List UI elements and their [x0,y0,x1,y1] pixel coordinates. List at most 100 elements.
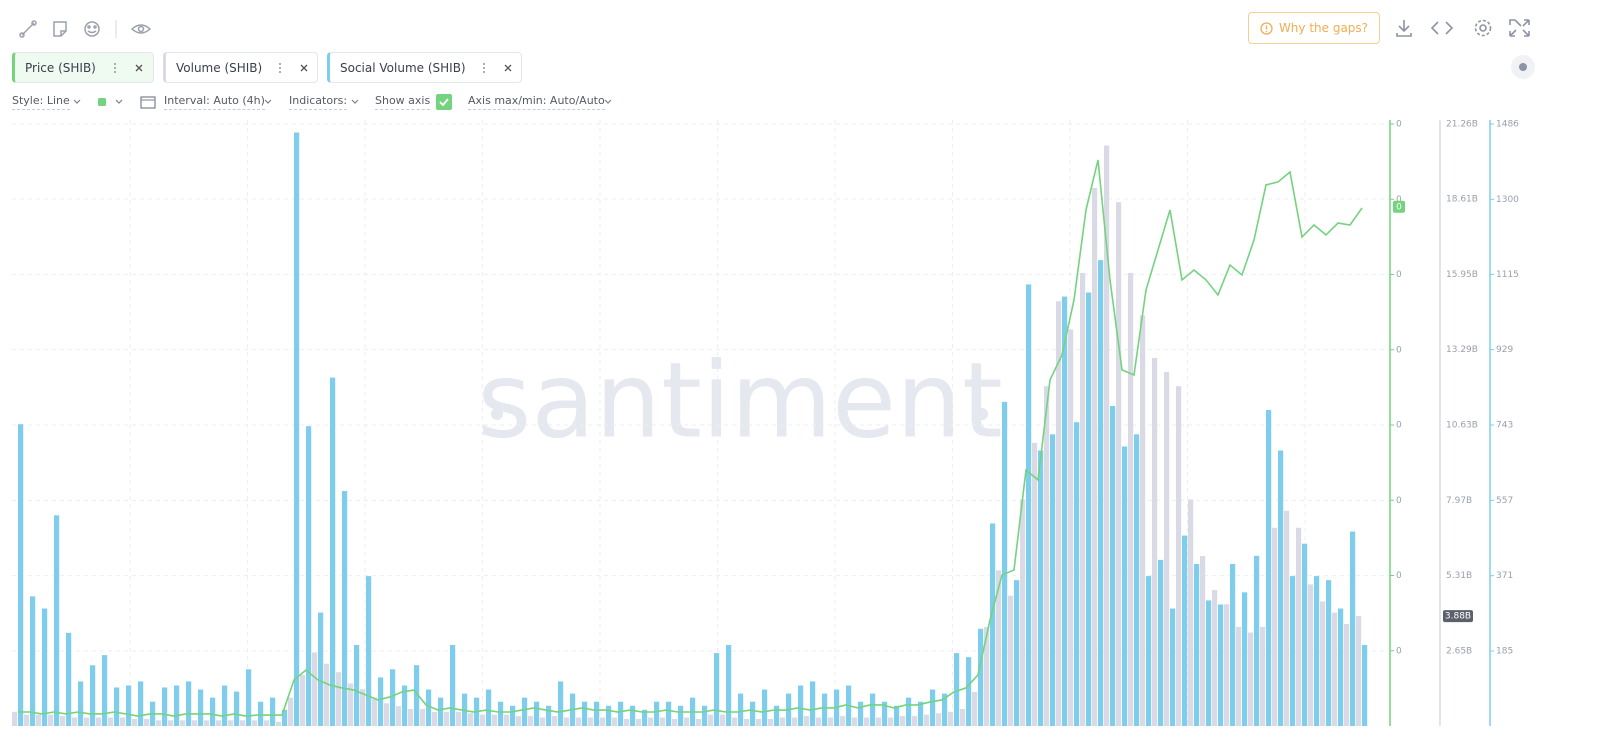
bar [522,697,528,726]
bar [510,705,516,726]
bar [978,628,984,726]
drawing-tools[interactable] [18,18,158,40]
bar [1104,145,1110,726]
y2-tick-label: 18.61B [1446,195,1478,205]
bar [438,697,444,726]
style-dropdown[interactable]: Style: Line [12,94,70,110]
metric-tab[interactable]: Price (SHIB) [12,52,154,83]
bar [1200,556,1206,726]
bar [594,701,600,726]
y3-tick-label: 1115 [1496,270,1519,280]
bar [798,685,804,726]
bar [1338,608,1344,726]
bar [1116,202,1122,726]
bar [384,703,390,726]
y2-tick-label: 5.31B [1446,571,1472,581]
watermark-dot [491,408,503,420]
y-tick-label: 0 [1396,646,1402,656]
bar [198,689,204,726]
bar [528,716,534,726]
bar [708,714,714,726]
metric-tab-label: Price (SHIB) [25,60,96,75]
bar [840,716,846,726]
y-tick-label: 0 [1396,270,1402,280]
dropdown-chevrons[interactable] [73,97,133,107]
bar [738,693,744,726]
y-tick-label: 0 [1396,496,1402,506]
tab-controls[interactable] [111,61,151,75]
bar [906,697,912,726]
tab-controls[interactable] [480,61,520,75]
metric-tab[interactable]: Social Volume (SHIB) [327,52,522,83]
bar [1308,584,1314,726]
bar [1242,592,1248,726]
bar [894,705,900,726]
show-axis-toggle[interactable]: Show axis [375,94,431,110]
y-tick-label: 0 [1396,120,1402,130]
y3-tick-label: 743 [1496,421,1513,431]
bar [1128,272,1134,726]
settings-toggle[interactable] [1510,54,1536,80]
bar [96,717,102,726]
bar [114,687,120,726]
bar [276,721,282,726]
y-tick-label: 0 [1396,421,1402,431]
bar [450,644,456,726]
bar [366,576,372,726]
tab-controls[interactable] [276,61,316,75]
bar [54,515,60,726]
bar [768,718,774,726]
dropdown-chevron[interactable] [351,97,361,107]
y2-tick-label: 13.29B [1446,345,1478,355]
bar [1020,499,1026,726]
bar [1326,580,1332,726]
chart-actions[interactable] [1394,17,1536,39]
bar [1176,386,1182,726]
bar [372,697,378,726]
show-axis-checkbox[interactable] [436,94,452,110]
bar [174,685,180,726]
bar [84,717,90,726]
interval-dropdown[interactable]: Interval: Auto (4h) [164,94,265,110]
bar [234,691,240,726]
bar [864,717,870,726]
bar [180,720,186,726]
bar [1086,292,1092,726]
bar [336,672,342,726]
bar [900,716,906,726]
bar [1188,499,1194,726]
bar [72,717,78,726]
bar [1266,410,1272,726]
bar [1140,315,1146,726]
bar [720,714,726,726]
bar [852,717,858,726]
y-tick-label: 0 [1396,345,1402,355]
bar [540,717,546,726]
bar [282,709,288,726]
dropdown-chevron[interactable] [604,97,614,107]
bar [876,717,882,726]
bar [1350,531,1356,726]
bar [1068,329,1074,726]
bar [1032,442,1038,726]
bar [1182,535,1188,726]
dropdown-chevron[interactable] [264,97,274,107]
metric-tab[interactable]: Volume (SHIB) [163,52,318,83]
bar [972,692,978,726]
bar [678,705,684,726]
why-gaps-button[interactable]: Why the gaps? [1248,12,1380,44]
y2-tick-label: 15.95B [1446,270,1478,280]
bar [1260,626,1266,726]
bar [1278,450,1284,726]
axis-range-dropdown[interactable]: Axis max/min: Auto/Auto [468,94,605,110]
bar [1224,604,1230,726]
bar [600,717,606,726]
bar [378,677,384,726]
bar [294,132,300,727]
bar [468,713,474,726]
bar [1074,422,1080,726]
y2-tick-label: 21.26B [1446,120,1478,130]
indicators-dropdown[interactable]: Indicators: [289,94,348,110]
